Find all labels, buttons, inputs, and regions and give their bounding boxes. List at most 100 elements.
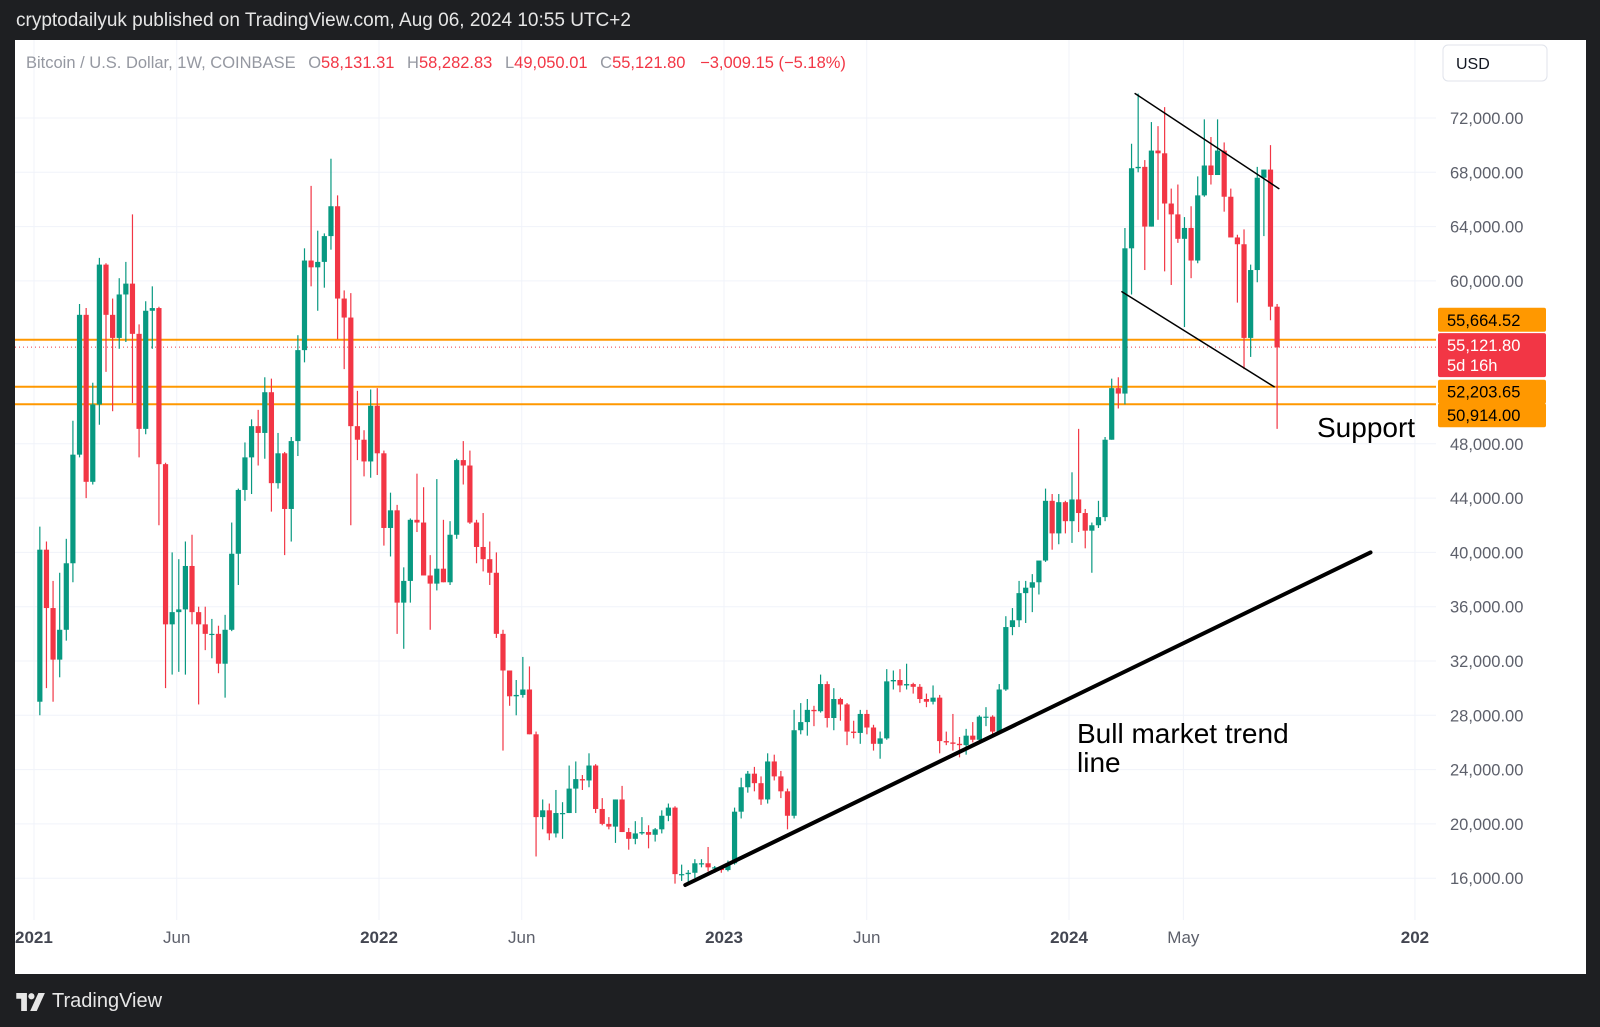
candle[interactable] <box>242 442 248 501</box>
candles-layer[interactable] <box>37 93 1280 885</box>
candle[interactable] <box>414 473 420 533</box>
candle[interactable] <box>1009 608 1016 636</box>
candle[interactable] <box>698 859 705 868</box>
candle[interactable] <box>90 382 96 485</box>
candle[interactable] <box>500 629 506 751</box>
candle[interactable] <box>903 663 910 690</box>
candle[interactable] <box>480 513 486 572</box>
candle[interactable] <box>1201 119 1207 197</box>
candle[interactable] <box>817 674 824 713</box>
candle[interactable] <box>659 810 665 834</box>
candle[interactable] <box>804 699 810 736</box>
candle[interactable] <box>1155 126 1161 220</box>
candle[interactable] <box>559 802 566 839</box>
candle[interactable] <box>420 487 427 576</box>
candle[interactable] <box>619 785 625 833</box>
candle[interactable] <box>407 518 413 603</box>
candle[interactable] <box>791 709 797 819</box>
candle[interactable] <box>692 859 698 879</box>
candle[interactable] <box>1175 184 1181 243</box>
candle[interactable] <box>672 806 678 884</box>
candle[interactable] <box>50 580 56 702</box>
candle[interactable] <box>705 846 711 872</box>
candle[interactable] <box>381 450 387 546</box>
candle[interactable] <box>288 437 294 542</box>
candle[interactable] <box>513 680 519 716</box>
candle[interactable] <box>123 261 129 342</box>
candle[interactable] <box>824 681 830 728</box>
candle[interactable] <box>526 666 533 735</box>
candle[interactable] <box>1168 188 1174 285</box>
price-chart[interactable]: Bitcoin / U.S. Dollar, 1W, COINBASE O58,… <box>15 40 1586 974</box>
channel-lower-line[interactable] <box>1121 291 1275 388</box>
candle[interactable] <box>116 278 122 349</box>
candle[interactable] <box>771 754 777 781</box>
candle[interactable] <box>612 799 619 843</box>
trendlines-layer[interactable] <box>683 92 1373 887</box>
candle[interactable] <box>851 720 857 739</box>
candle[interactable] <box>996 684 1002 735</box>
candle[interactable] <box>308 185 314 287</box>
candle[interactable] <box>328 158 334 250</box>
candle[interactable] <box>1095 500 1102 528</box>
candle[interactable] <box>440 519 447 583</box>
candle[interactable] <box>1023 580 1029 623</box>
candle[interactable] <box>1102 437 1108 522</box>
candle[interactable] <box>586 753 592 788</box>
candle[interactable] <box>884 669 890 740</box>
candle[interactable] <box>110 298 116 412</box>
candle[interactable] <box>1248 264 1254 357</box>
candle[interactable] <box>1181 217 1188 328</box>
candle[interactable] <box>447 521 453 585</box>
candle[interactable] <box>321 233 327 288</box>
candle[interactable] <box>1069 472 1075 543</box>
candle[interactable] <box>1142 160 1148 271</box>
candle[interactable] <box>765 753 771 804</box>
candle[interactable] <box>368 389 374 478</box>
candle[interactable] <box>870 724 877 751</box>
candle[interactable] <box>520 656 526 698</box>
candle[interactable] <box>374 388 380 476</box>
candle[interactable] <box>778 770 784 799</box>
candle[interactable] <box>1254 166 1260 283</box>
candle[interactable] <box>76 303 83 458</box>
candle[interactable] <box>401 567 407 649</box>
candle[interactable] <box>864 709 870 735</box>
candle[interactable] <box>43 541 50 689</box>
candle[interactable] <box>599 798 605 826</box>
candle[interactable] <box>493 552 499 638</box>
candle[interactable] <box>1267 145 1274 321</box>
candle[interactable] <box>1148 122 1154 227</box>
candle[interactable] <box>632 821 638 845</box>
candle[interactable] <box>394 504 400 634</box>
candle[interactable] <box>606 817 612 830</box>
candle[interactable] <box>182 541 188 675</box>
candle[interactable] <box>70 420 76 583</box>
channel-upper-line[interactable] <box>1134 92 1280 190</box>
candle[interactable] <box>1029 574 1035 613</box>
candle[interactable] <box>738 777 744 819</box>
candle[interactable] <box>758 776 764 805</box>
candle[interactable] <box>937 694 943 754</box>
candle[interactable] <box>222 614 228 698</box>
candle[interactable] <box>354 390 361 461</box>
candle[interactable] <box>798 703 804 735</box>
candle[interactable] <box>334 195 341 340</box>
candle[interactable] <box>341 290 347 370</box>
candle[interactable] <box>844 703 850 746</box>
candle[interactable] <box>275 432 281 489</box>
candle[interactable] <box>209 618 215 659</box>
candle[interactable] <box>149 286 155 349</box>
candle[interactable] <box>745 770 751 793</box>
candle[interactable] <box>1089 522 1095 573</box>
candle[interactable] <box>897 669 903 693</box>
candle[interactable] <box>890 670 896 690</box>
candle[interactable] <box>1162 107 1168 272</box>
candle[interactable] <box>1036 560 1042 595</box>
candle[interactable] <box>923 693 930 708</box>
candle[interactable] <box>37 526 43 716</box>
candle[interactable] <box>1274 303 1280 429</box>
candle[interactable] <box>645 825 652 849</box>
candle[interactable] <box>262 377 268 459</box>
candle[interactable] <box>1234 234 1241 303</box>
